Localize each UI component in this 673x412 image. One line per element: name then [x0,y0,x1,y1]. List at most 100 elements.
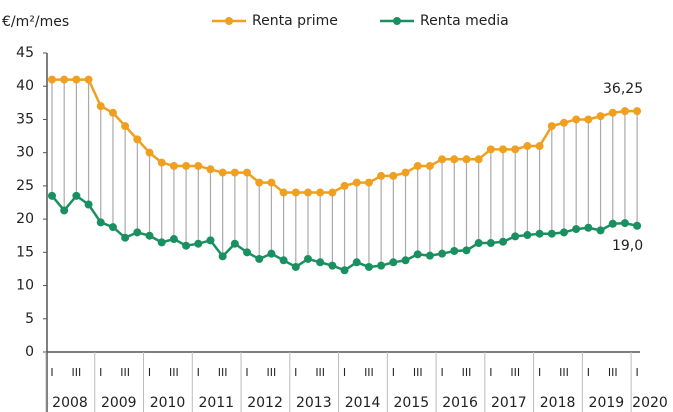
data-point [96,102,105,111]
data-point [243,168,252,177]
value-label: 19,0 [612,238,643,254]
y-tick-label: 15 [16,244,34,260]
data-point [60,75,69,84]
data-point [60,206,69,215]
data-point [145,231,154,240]
data-point [169,235,178,244]
data-point [572,115,581,124]
year-label: 2016 [442,395,478,411]
data-point [633,107,642,116]
y-tick-label: 45 [16,45,34,61]
legend-label: Renta prime [252,13,338,29]
data-point [413,250,422,259]
data-point [133,135,142,144]
data-point [511,145,520,154]
x-tick-label: I [148,366,151,379]
data-point [389,258,398,267]
data-point [547,229,556,238]
data-point [194,161,203,170]
data-point [316,188,325,197]
x-tick-label: I [635,366,638,379]
x-tick-label: III [510,366,520,379]
legend-label: Renta media [420,13,509,29]
value-label: 36,25 [603,81,643,97]
x-tick-label: I [99,366,102,379]
data-point [206,165,215,174]
data-point [72,75,81,84]
data-point [389,171,398,180]
x-tick-label: III [169,366,179,379]
data-point [438,155,447,164]
data-point [364,178,373,187]
x-tick-label: I [245,366,248,379]
x-tick-label: III [364,366,374,379]
x-tick-label: I [489,366,492,379]
data-point [499,237,508,246]
data-point [108,108,117,117]
x-tick-label: III [218,366,228,379]
data-point [243,248,252,257]
data-point [157,238,166,247]
x-tick-label: III [315,366,325,379]
x-tick-label: III [120,366,130,379]
data-point [523,142,532,151]
data-point [48,191,56,200]
data-point [96,218,105,227]
data-point [425,161,434,170]
data-point [279,188,288,197]
year-label: 2013 [296,395,332,411]
x-tick-label: III [559,366,569,379]
x-tick-label: I [587,366,590,379]
data-point [255,178,264,187]
data-point [267,249,276,258]
data-point [121,233,130,242]
data-point [352,258,361,267]
data-point [194,239,203,248]
x-tick-label: III [72,366,82,379]
legend-marker [225,17,233,25]
data-point [474,239,483,248]
data-point [72,191,81,200]
data-point [425,251,434,260]
data-point [450,155,459,164]
y-tick-label: 30 [16,145,34,161]
data-point [633,221,642,230]
y-axis-label: €/m²/mes [2,14,69,30]
data-point [255,254,264,263]
data-point [511,232,520,241]
data-point [535,142,544,151]
data-point [267,178,276,187]
x-tick-label: I [440,366,443,379]
legend-marker [393,17,401,25]
y-tick-label: 10 [16,278,34,294]
year-label: 2017 [491,395,527,411]
data-point [486,145,495,154]
y-tick-label: 40 [16,78,34,94]
data-point [438,249,447,258]
data-point [559,118,568,127]
data-point [608,108,617,117]
year-label: 2009 [101,395,137,411]
x-tick-label: I [392,366,395,379]
data-point [572,225,581,234]
data-point [340,266,349,275]
data-point [303,254,312,263]
x-tick-label: I [50,366,53,379]
data-point [364,262,373,271]
year-label: 2014 [345,395,381,411]
y-tick-label: 5 [25,311,34,327]
data-point [230,168,239,177]
x-tick-label: I [197,366,200,379]
data-point [584,223,593,232]
data-point [462,246,471,255]
data-point [218,252,227,261]
y-tick-label: 25 [16,178,34,194]
x-tick-label: III [413,366,423,379]
x-tick-label: III [462,366,472,379]
year-label: 2012 [247,395,283,411]
data-point [316,258,325,267]
x-tick-label: III [267,366,277,379]
data-point [547,122,556,131]
data-point [377,261,386,270]
